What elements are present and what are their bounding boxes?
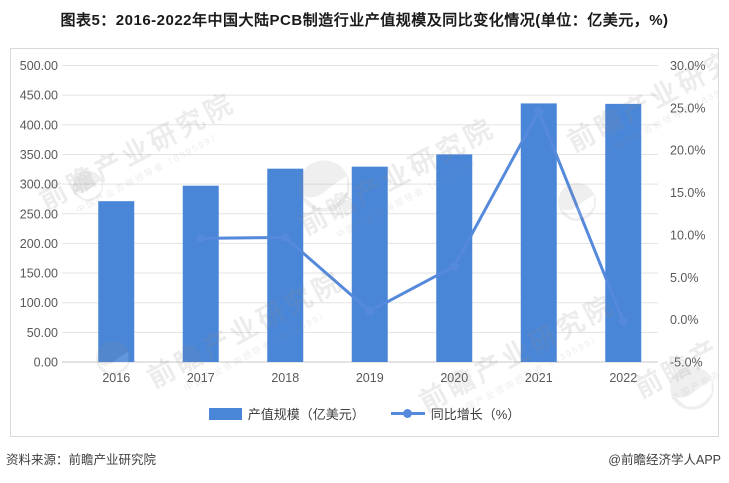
- left-axis-tick-450: 450.00: [20, 89, 58, 103]
- growth-marker-2017: [196, 233, 206, 243]
- legend-item-output-value: 产值规模（亿美元）: [208, 404, 365, 423]
- left-axis-tick-350: 350.00: [20, 148, 58, 162]
- x-axis-label-2022: 2022: [609, 371, 637, 385]
- left-axis-tick-0: 0.00: [34, 356, 58, 370]
- left-axis-tick-150: 150.00: [20, 267, 58, 281]
- left-axis-tick-500: 500.00: [20, 59, 58, 73]
- bar-2018: [267, 168, 304, 362]
- source-note: 资料来源：前瞻产业研究院: [6, 453, 157, 467]
- x-axis-label-2020: 2020: [440, 371, 468, 385]
- growth-marker-2019: [365, 306, 375, 316]
- left-axis-tick-300: 300.00: [20, 178, 58, 192]
- app-credit: @前瞻经济学人APP: [608, 453, 721, 467]
- bar-2019: [351, 166, 388, 362]
- right-axis-tick-30: 30.0%: [670, 59, 705, 73]
- right-axis-tick--5: -5.0%: [670, 356, 703, 370]
- legend-label-output-value: 产值规模（亿美元）: [247, 407, 365, 422]
- chart-panel: 500.00 450.00 400.00 350.00 300.00 250.00 200.…: [10, 48, 719, 437]
- right-axis-tick-25: 25.0%: [670, 101, 705, 115]
- right-axis-tick-15: 15.0%: [670, 186, 705, 200]
- legend-label-yoy-growth: 同比增长（%）: [430, 407, 521, 422]
- right-axis-tick-0: 0.0%: [670, 313, 699, 327]
- growth-marker-2020: [449, 261, 459, 271]
- bar-2020: [436, 154, 473, 362]
- left-axis-tick-250: 250.00: [20, 207, 58, 221]
- bar-series-swatch-icon: [208, 407, 242, 420]
- line-series-swatch-icon: [390, 409, 425, 418]
- x-axis-label-2016: 2016: [102, 371, 130, 385]
- right-axis-tick-10: 10.0%: [670, 228, 705, 242]
- left-axis-tick-50: 50.00: [27, 326, 58, 340]
- chart-title: 图表5：2016-2022年中国大陆PCB制造行业产值规模及同比变化情况(单位：…: [60, 12, 669, 29]
- bar-2016: [98, 201, 135, 362]
- growth-marker-2018: [280, 232, 290, 242]
- growth-marker-2022: [618, 316, 628, 326]
- left-axis-tick-100: 100.00: [20, 296, 58, 310]
- x-axis-label-2018: 2018: [271, 371, 299, 385]
- growth-line: [199, 109, 625, 323]
- x-axis-label-2019: 2019: [356, 371, 384, 385]
- combo-chart: 500.00 450.00 400.00 350.00 300.00 250.00 200.…: [20, 59, 706, 385]
- left-axis-tick-400: 400.00: [20, 118, 58, 132]
- right-axis-tick-20: 20.0%: [670, 144, 705, 158]
- figure-footer: 资料来源：前瞻产业研究院 @前瞻经济学人APP: [6, 449, 721, 468]
- x-axis-label-2021: 2021: [525, 371, 553, 385]
- left-axis-tick-200: 200.00: [20, 237, 58, 251]
- bar-2017: [182, 185, 219, 362]
- x-axis-label-2017: 2017: [187, 371, 215, 385]
- right-axis-tick-5: 5.0%: [670, 271, 699, 285]
- legend-item-yoy-growth: 同比增长（%）: [390, 404, 521, 423]
- legend: 产值规模（亿美元） 同比增长（%）: [11, 404, 718, 423]
- bar-2021: [520, 103, 557, 362]
- growth-marker-2021: [534, 106, 544, 116]
